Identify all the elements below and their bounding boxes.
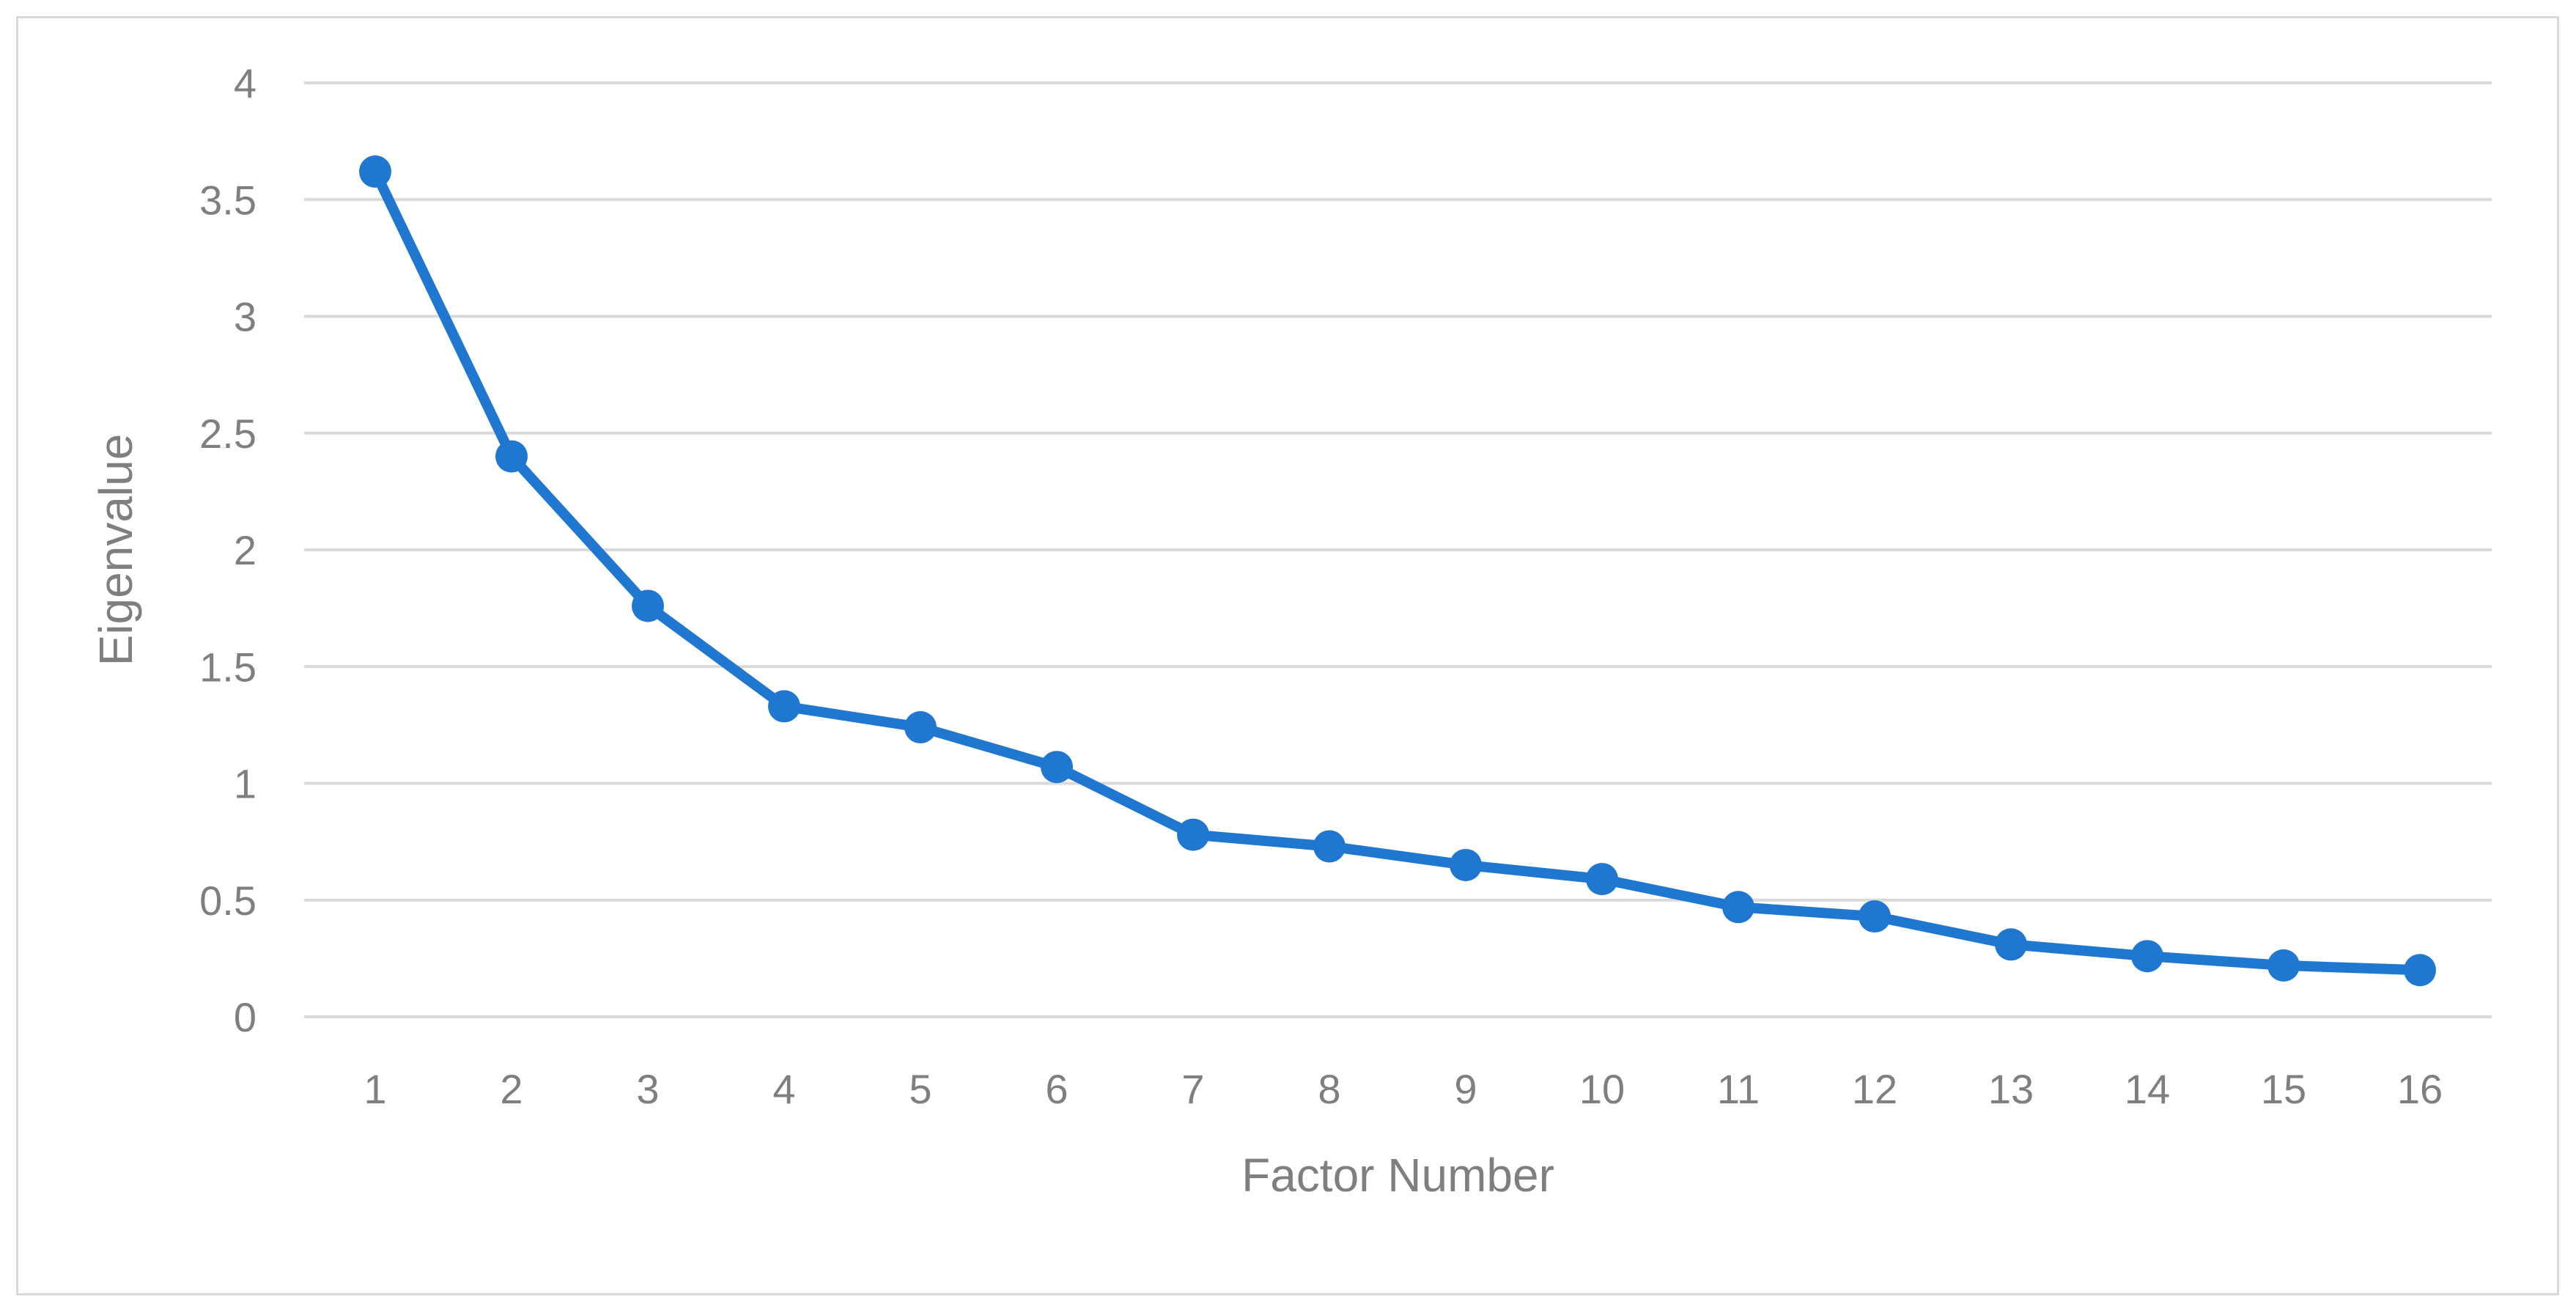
x-tick-label: 5 [909, 1066, 931, 1112]
x-tick-label: 13 [1988, 1066, 2034, 1112]
x-axis-title: Factor Number [1241, 1149, 1554, 1202]
x-tick-label: 14 [2125, 1066, 2170, 1112]
data-point [495, 440, 528, 473]
y-tick-label: 2 [234, 527, 257, 573]
x-tick-label: 8 [1318, 1066, 1340, 1112]
data-point [359, 155, 391, 188]
data-point [1859, 900, 1891, 933]
series-layer [359, 155, 2436, 987]
chart-area [16, 16, 2559, 1295]
x-tick-label: 3 [636, 1066, 659, 1112]
data-point [2267, 949, 2300, 982]
y-tick-label: 0 [234, 994, 257, 1040]
data-point [1041, 751, 1073, 784]
data-point [904, 711, 937, 744]
data-point [1177, 818, 1209, 851]
x-tick-label: 10 [1579, 1066, 1625, 1112]
y-tick-label: 4 [234, 60, 257, 106]
series-line [370, 166, 2425, 976]
data-point [2131, 940, 2163, 973]
data-point [1586, 863, 1618, 896]
x-tick-label: 16 [2397, 1066, 2443, 1112]
y-tick-label: 3 [234, 294, 257, 340]
data-point [768, 690, 800, 723]
y-axis-tick-labels: 0 0.5 1 1.5 2 2.5 3 3.5 4 [199, 60, 257, 1040]
x-tick-label: 6 [1045, 1066, 1068, 1112]
x-tick-label: 2 [500, 1066, 523, 1112]
y-tick-label: 2.5 [199, 411, 257, 457]
x-axis-tick-labels: 1 2 3 4 5 6 7 8 9 10 11 12 13 14 15 16 [363, 1066, 2443, 1112]
y-tick-label: 1.5 [199, 644, 257, 690]
x-tick-label: 11 [1717, 1066, 1760, 1112]
y-tick-label: 1 [234, 761, 257, 807]
data-point [632, 589, 664, 622]
data-point [1313, 830, 1346, 863]
y-tick-label: 3.5 [199, 177, 257, 223]
x-tick-label: 15 [2261, 1066, 2306, 1112]
data-point [1450, 848, 1482, 881]
x-tick-label: 9 [1454, 1066, 1477, 1112]
data-point [1995, 928, 2027, 961]
x-tick-label: 1 [363, 1066, 386, 1112]
data-point [1722, 891, 1754, 924]
x-tick-label: 4 [772, 1066, 795, 1112]
x-tick-label: 12 [1852, 1066, 1897, 1112]
gridlines [304, 81, 2492, 1018]
y-axis-title: Eigenvalue [89, 434, 142, 666]
data-point [2404, 954, 2436, 987]
y-tick-label: 0.5 [199, 878, 257, 924]
x-tick-label: 7 [1181, 1066, 1204, 1112]
